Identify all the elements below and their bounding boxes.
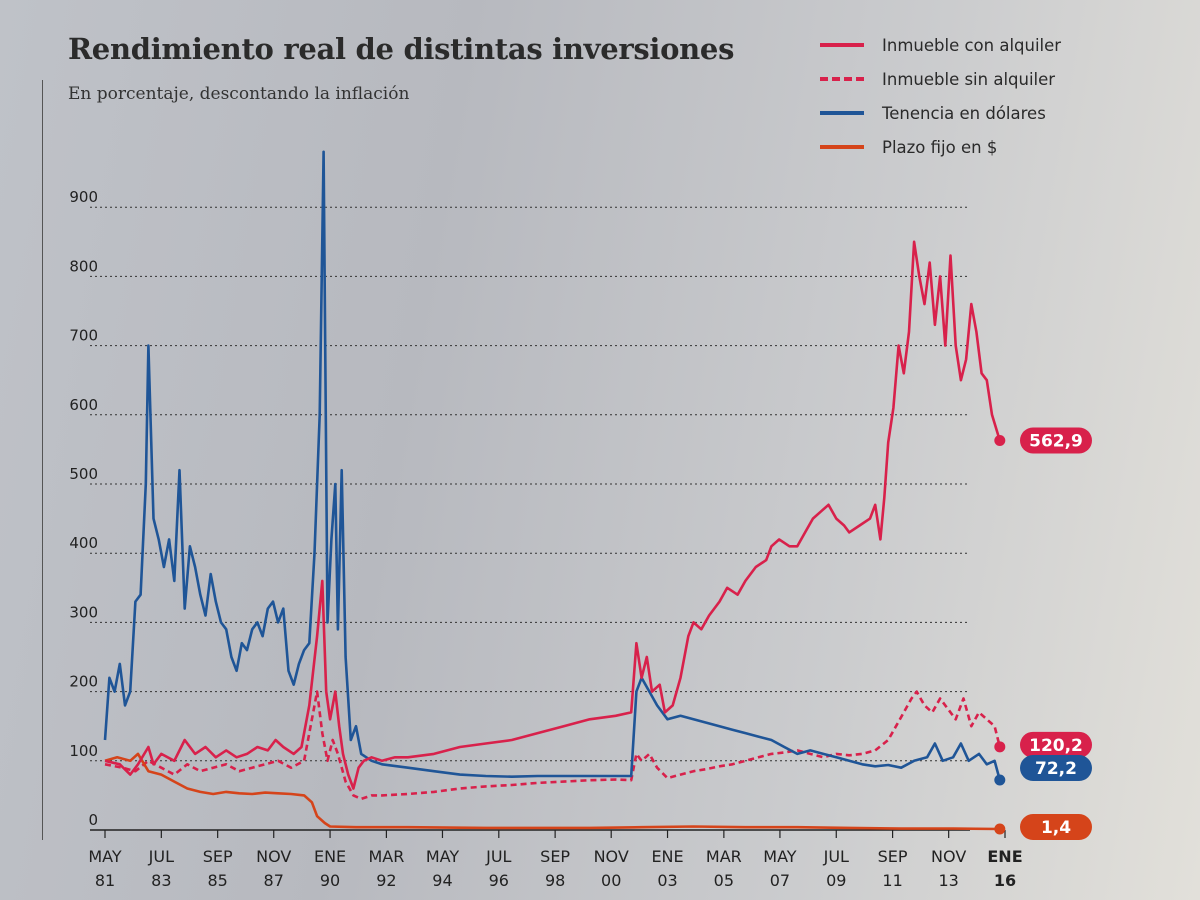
legend-swatch bbox=[820, 77, 864, 81]
chart-page: Rendimiento real de distintas inversione… bbox=[30, 0, 1200, 900]
x-tick-label-month: MAR bbox=[706, 847, 742, 866]
x-tick-label-month: JUL bbox=[823, 847, 849, 866]
legend-item-inmueble-con-alquiler: Inmueble con alquiler bbox=[820, 28, 1061, 62]
x-tick-label-month: MAR bbox=[368, 847, 404, 866]
legend-item-plazo-fijo: Plazo fijo en $ bbox=[820, 130, 1061, 164]
y-tick-label: 0 bbox=[88, 811, 98, 829]
x-tick-label-year: 92 bbox=[376, 871, 396, 890]
x-tick-label-year: 87 bbox=[264, 871, 284, 890]
series-line-plazo-fijo-en- bbox=[104, 752, 1000, 831]
series-line-tenencia-en-d-lares bbox=[103, 150, 1002, 781]
x-tick-label-month: ENE bbox=[987, 847, 1022, 866]
x-tick-label-year: 83 bbox=[151, 871, 171, 890]
x-tick-label-year: 09 bbox=[826, 871, 846, 890]
legend-label: Tenencia en dólares bbox=[882, 103, 1046, 123]
x-tick-label-year: 03 bbox=[657, 871, 677, 890]
x-tick-label-year: 05 bbox=[714, 871, 734, 890]
x-tick-label-year: 90 bbox=[320, 871, 340, 890]
legend-item-inmueble-sin-alquiler: Inmueble sin alquiler bbox=[820, 62, 1061, 96]
y-tick-label: 400 bbox=[69, 534, 98, 552]
x-tick-label-year: 81 bbox=[95, 871, 115, 890]
series-end-dot bbox=[994, 774, 1006, 786]
x-tick-label-month: ENE bbox=[314, 847, 346, 866]
x-tick-label-month: NOV bbox=[594, 847, 629, 866]
x-tick-label-year: 94 bbox=[432, 871, 452, 890]
y-tick-label: 700 bbox=[69, 327, 98, 345]
series-line-inmueble-sin-alquiler bbox=[104, 690, 1002, 801]
chart-subtitle: En porcentaje, descontando la inflación bbox=[68, 84, 410, 104]
x-tick-label-month: JUL bbox=[148, 847, 174, 866]
x-tick-label-month: MAY bbox=[88, 847, 122, 866]
series-end-dot bbox=[994, 434, 1006, 446]
y-tick-label: 500 bbox=[69, 465, 98, 483]
legend-label: Inmueble con alquiler bbox=[882, 35, 1062, 55]
series-line-inmueble-con-alquiler bbox=[104, 240, 1002, 790]
x-tick-label-month: ENE bbox=[651, 847, 683, 866]
x-tick-label-month: JUL bbox=[485, 847, 511, 866]
y-tick-label: 300 bbox=[69, 603, 98, 621]
x-tick-label-month: MAY bbox=[763, 847, 797, 866]
value-badge-label: 72,2 bbox=[1035, 759, 1077, 779]
value-badge bbox=[1020, 755, 1092, 782]
legend-swatch bbox=[820, 43, 864, 47]
legend-label: Plazo fijo en $ bbox=[882, 137, 998, 157]
left-rule bbox=[42, 80, 43, 840]
x-tick-label-year: 13 bbox=[938, 871, 958, 890]
value-badge bbox=[1020, 814, 1092, 841]
value-badge-label: 120,2 bbox=[1029, 736, 1083, 756]
legend-label: Inmueble sin alquiler bbox=[882, 69, 1056, 89]
x-tick-label-year: 98 bbox=[545, 871, 565, 890]
x-tick-label-month: NOV bbox=[256, 847, 291, 866]
series-end-dot bbox=[994, 823, 1006, 835]
legend-swatch bbox=[820, 111, 864, 115]
x-tick-label-year: 85 bbox=[207, 871, 227, 890]
y-tick-label: 200 bbox=[69, 673, 98, 691]
y-tick-label: 100 bbox=[69, 742, 98, 760]
x-tick-label-month: SEP bbox=[540, 847, 570, 866]
x-tick-label-year: 11 bbox=[882, 871, 902, 890]
x-tick-label-year: 07 bbox=[770, 871, 790, 890]
chart-title: Rendimiento real de distintas inversione… bbox=[68, 32, 735, 66]
y-tick-label: 600 bbox=[69, 396, 98, 414]
x-tick-label-month: MAY bbox=[426, 847, 460, 866]
value-badge bbox=[1020, 427, 1092, 454]
x-tick-label-month: SEP bbox=[203, 847, 233, 866]
x-tick-label-year: 16 bbox=[994, 871, 1016, 890]
x-tick-label-month: NOV bbox=[931, 847, 966, 866]
value-badge bbox=[1020, 731, 1092, 758]
legend-item-tenencia-en-dolares: Tenencia en dólares bbox=[820, 96, 1061, 130]
x-tick-label-year: 00 bbox=[601, 871, 621, 890]
x-tick-label-year: 96 bbox=[489, 871, 509, 890]
x-tick-label-month: SEP bbox=[878, 847, 908, 866]
value-badge-label: 1,4 bbox=[1041, 818, 1071, 838]
legend-swatch bbox=[820, 145, 864, 149]
chart-legend: Inmueble con alquiler Inmueble sin alqui… bbox=[820, 28, 1061, 164]
y-tick-label: 900 bbox=[69, 188, 98, 206]
value-badge-label: 562,9 bbox=[1029, 431, 1083, 451]
y-tick-label: 800 bbox=[69, 257, 98, 275]
series-end-dot bbox=[994, 741, 1006, 753]
